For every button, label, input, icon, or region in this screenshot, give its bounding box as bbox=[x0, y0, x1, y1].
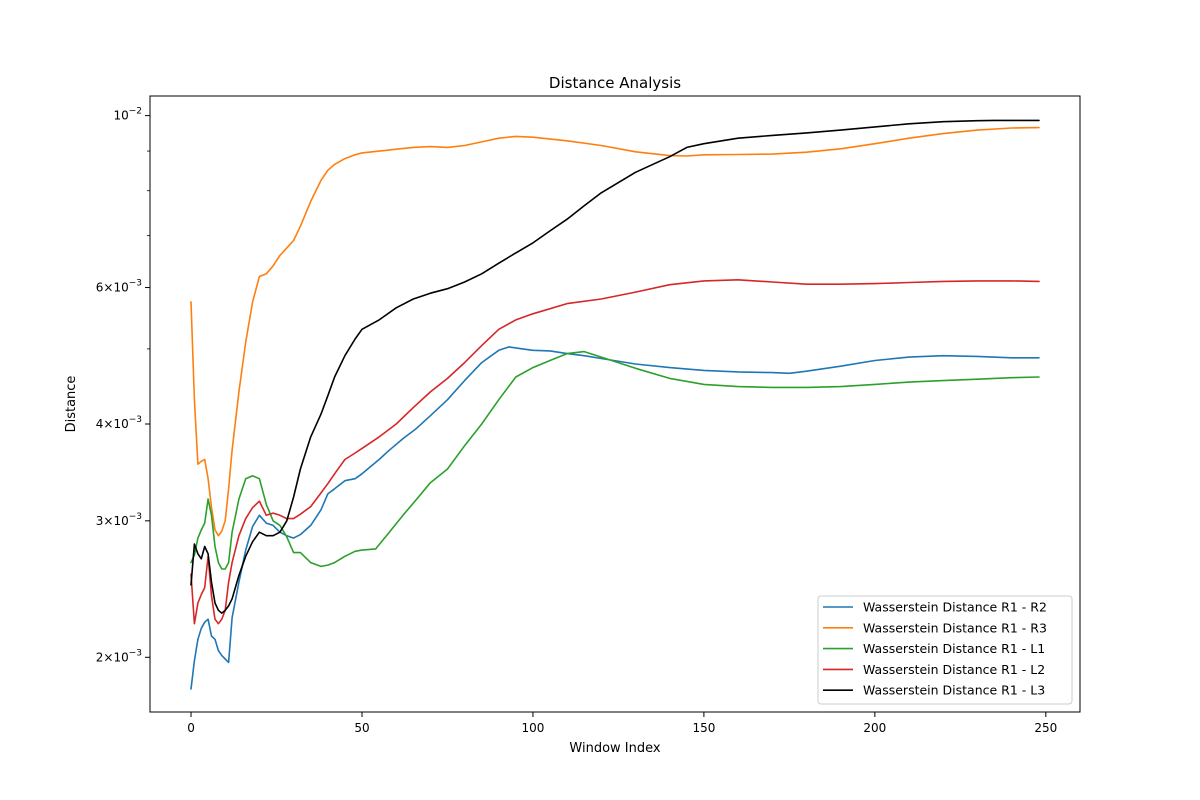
y-tick-mantissa: 2×10 bbox=[96, 650, 129, 664]
legend-box bbox=[817, 595, 1073, 705]
y-tick-exponent: −3 bbox=[129, 648, 142, 658]
series-line-4 bbox=[190, 278, 1040, 625]
legend-label: Wasserstein Distance R1 - R2 bbox=[863, 600, 1047, 615]
x-axis: 0 50 100 150 200 250 bbox=[187, 712, 1057, 735]
y-axis: 2×10−33×10−34×10−36×10−310−2 bbox=[96, 107, 150, 664]
y-tick-mantissa: 10 bbox=[113, 109, 128, 123]
x-tick-label: 150 bbox=[692, 721, 715, 735]
plot-area bbox=[190, 119, 1040, 690]
legend-label: Wasserstein Distance R1 - L2 bbox=[863, 662, 1045, 677]
x-axis-label: Window Index bbox=[569, 741, 660, 756]
y-tick-label: 10−2 bbox=[113, 107, 142, 123]
legend-label: Wasserstein Distance R1 - L3 bbox=[863, 683, 1045, 698]
legend-label: Wasserstein Distance R1 - R3 bbox=[863, 620, 1047, 635]
series-layer bbox=[190, 119, 1040, 690]
series-line-3 bbox=[190, 350, 1040, 570]
y-axis-label: Distance bbox=[64, 376, 79, 433]
y-tick-exponent: −3 bbox=[129, 279, 142, 289]
y-tick-mantissa: 3×10 bbox=[96, 514, 129, 528]
series-line-5 bbox=[190, 119, 1040, 615]
legend-label: Wasserstein Distance R1 - L1 bbox=[863, 641, 1045, 656]
y-tick-label: 2×10−3 bbox=[96, 648, 142, 664]
plot-frame bbox=[149, 95, 1081, 713]
y-tick-exponent: −3 bbox=[129, 512, 142, 522]
series-line-1 bbox=[190, 346, 1040, 690]
x-tick-label: 0 bbox=[187, 721, 195, 735]
y-tick-label: 4×10−3 bbox=[96, 415, 142, 431]
y-tick-exponent: −2 bbox=[129, 107, 142, 117]
chart-title: Distance Analysis bbox=[549, 74, 681, 92]
y-tick-mantissa: 4×10 bbox=[96, 417, 129, 431]
y-tick-label: 3×10−3 bbox=[96, 512, 142, 528]
y-tick-exponent: −3 bbox=[129, 415, 142, 425]
x-tick-label: 200 bbox=[863, 721, 886, 735]
y-tick-label: 6×10−3 bbox=[96, 279, 142, 295]
y-tick-mantissa: 6×10 bbox=[96, 281, 129, 295]
x-tick-label: 50 bbox=[354, 721, 369, 735]
series-line-2 bbox=[190, 126, 1040, 537]
x-tick-label: 250 bbox=[1034, 721, 1057, 735]
legend: Wasserstein Distance R1 - R2 Wasserstein … bbox=[817, 595, 1073, 705]
x-tick-label: 100 bbox=[521, 721, 544, 735]
